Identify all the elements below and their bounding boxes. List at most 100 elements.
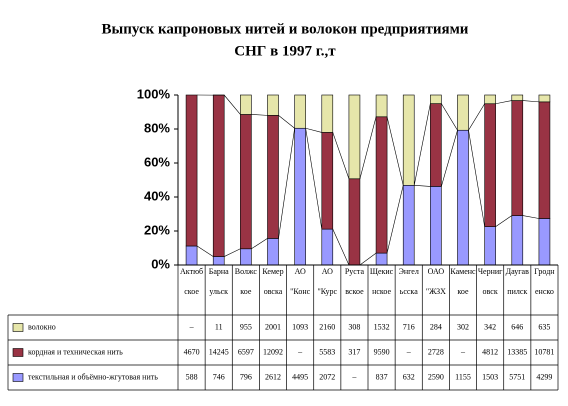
bar-segment [511, 100, 524, 216]
bar-segment [294, 127, 306, 266]
bar-segment [267, 94, 279, 116]
legend-swatch [12, 373, 24, 382]
legend-label: волокно [28, 322, 56, 331]
table-value: 837 [376, 372, 388, 381]
table-value: 5583 [319, 347, 335, 356]
table-value: 796 [240, 372, 252, 381]
bar-segment [511, 94, 524, 101]
table-value: 302 [457, 322, 469, 331]
table-value: 4495 [292, 372, 308, 381]
bar-segment [212, 256, 225, 266]
table-value: 9590 [374, 347, 390, 356]
bar-segment [430, 103, 442, 187]
bar-segment [457, 94, 469, 131]
table-value: – [406, 347, 412, 356]
bar-segment [321, 228, 334, 266]
y-tick-label: 60% [144, 154, 170, 169]
table-value: 4670 [184, 347, 200, 356]
bar-segment [511, 215, 524, 266]
table-value: 6597 [238, 347, 254, 356]
bar-segment [294, 94, 306, 129]
y-tick-label: 80% [144, 120, 170, 135]
legend-label: кордная и техническая нить [28, 347, 123, 356]
bar-segment [538, 218, 551, 266]
table-value: 342 [484, 322, 496, 331]
table-value: 955 [240, 322, 252, 331]
x-tick-label: овска [264, 287, 283, 296]
x-tick-label: ОАО [428, 267, 445, 276]
table-value: 746 [213, 372, 225, 381]
series-line [197, 94, 539, 186]
table-value: 284 [430, 322, 442, 331]
table-value: – [351, 372, 357, 381]
bar-segment [484, 103, 496, 227]
bar-segment [185, 245, 198, 266]
x-tick-label: Актюб [180, 267, 203, 276]
table-value: 14245 [209, 347, 229, 356]
table-value: 11 [215, 322, 223, 331]
x-tick-label: Черниг [478, 267, 503, 276]
bar-segment [185, 94, 198, 247]
bar-segment [457, 129, 469, 266]
bar-segment [430, 186, 442, 266]
table-value: 635 [538, 322, 550, 331]
bar-segment [375, 94, 388, 118]
x-tick-label: ульск [209, 287, 228, 296]
table-value: 2590 [428, 372, 444, 381]
table-value: 632 [403, 372, 415, 381]
bar-segment [538, 94, 551, 103]
bar-segment [321, 132, 334, 230]
bar-segment [375, 252, 388, 266]
x-tick-label: Руста [345, 267, 365, 276]
bar-segment [402, 94, 415, 186]
legend-swatch [12, 323, 24, 332]
bar-segment [484, 94, 496, 105]
bar-segment [267, 115, 279, 239]
table-value: 716 [403, 322, 415, 331]
table-value: 1532 [374, 322, 390, 331]
bar-segment [240, 94, 252, 115]
x-tick-label: пилск [507, 287, 527, 296]
bar-segment [375, 116, 388, 254]
bar-segment [538, 101, 551, 219]
x-tick-label: Щекис [370, 267, 394, 276]
bar-segment [240, 114, 252, 250]
x-tick-label: Энгел [399, 267, 419, 276]
table-value: 1093 [292, 322, 308, 331]
x-tick-label: вское [345, 287, 364, 296]
table-value: 2072 [319, 372, 335, 381]
table-value: 1155 [455, 372, 471, 381]
x-tick-label: АО [295, 267, 306, 276]
table-value: 5751 [509, 372, 525, 381]
x-tick-label: кое [240, 287, 252, 296]
x-tick-label: "Курс [318, 287, 338, 296]
bar-segment [430, 94, 442, 104]
table-value: 2001 [265, 322, 281, 331]
x-tick-label: овск [483, 287, 498, 296]
x-tick-label: ьсска [400, 287, 419, 296]
y-tick-label: 20% [144, 222, 170, 237]
bar-segment [348, 178, 361, 266]
table-value: – [189, 322, 195, 331]
y-tick-label: 40% [144, 188, 170, 203]
y-tick-label: 100% [137, 86, 171, 101]
table-value: 12092 [263, 347, 283, 356]
table-value: 646 [511, 322, 523, 331]
table-value: 13385 [507, 347, 527, 356]
y-tick-label: 0% [151, 256, 170, 271]
x-tick-label: нское [372, 287, 391, 296]
bar-segment [321, 94, 334, 133]
table-value: 4812 [482, 347, 498, 356]
chart-title: СНГ в 1997 г.,т [234, 43, 336, 59]
x-tick-label: Кемер [262, 267, 283, 276]
table-value: – [460, 347, 466, 356]
table-value: 308 [348, 322, 360, 331]
table-value: 2612 [265, 372, 281, 381]
x-tick-label: кое [457, 287, 469, 296]
table-value: – [297, 347, 303, 356]
legend-label: текстильная и объёмно-жгутовая нить [28, 372, 158, 381]
table-value: 4299 [536, 372, 552, 381]
x-tick-label: АО [322, 267, 333, 276]
table-value: 588 [186, 372, 198, 381]
